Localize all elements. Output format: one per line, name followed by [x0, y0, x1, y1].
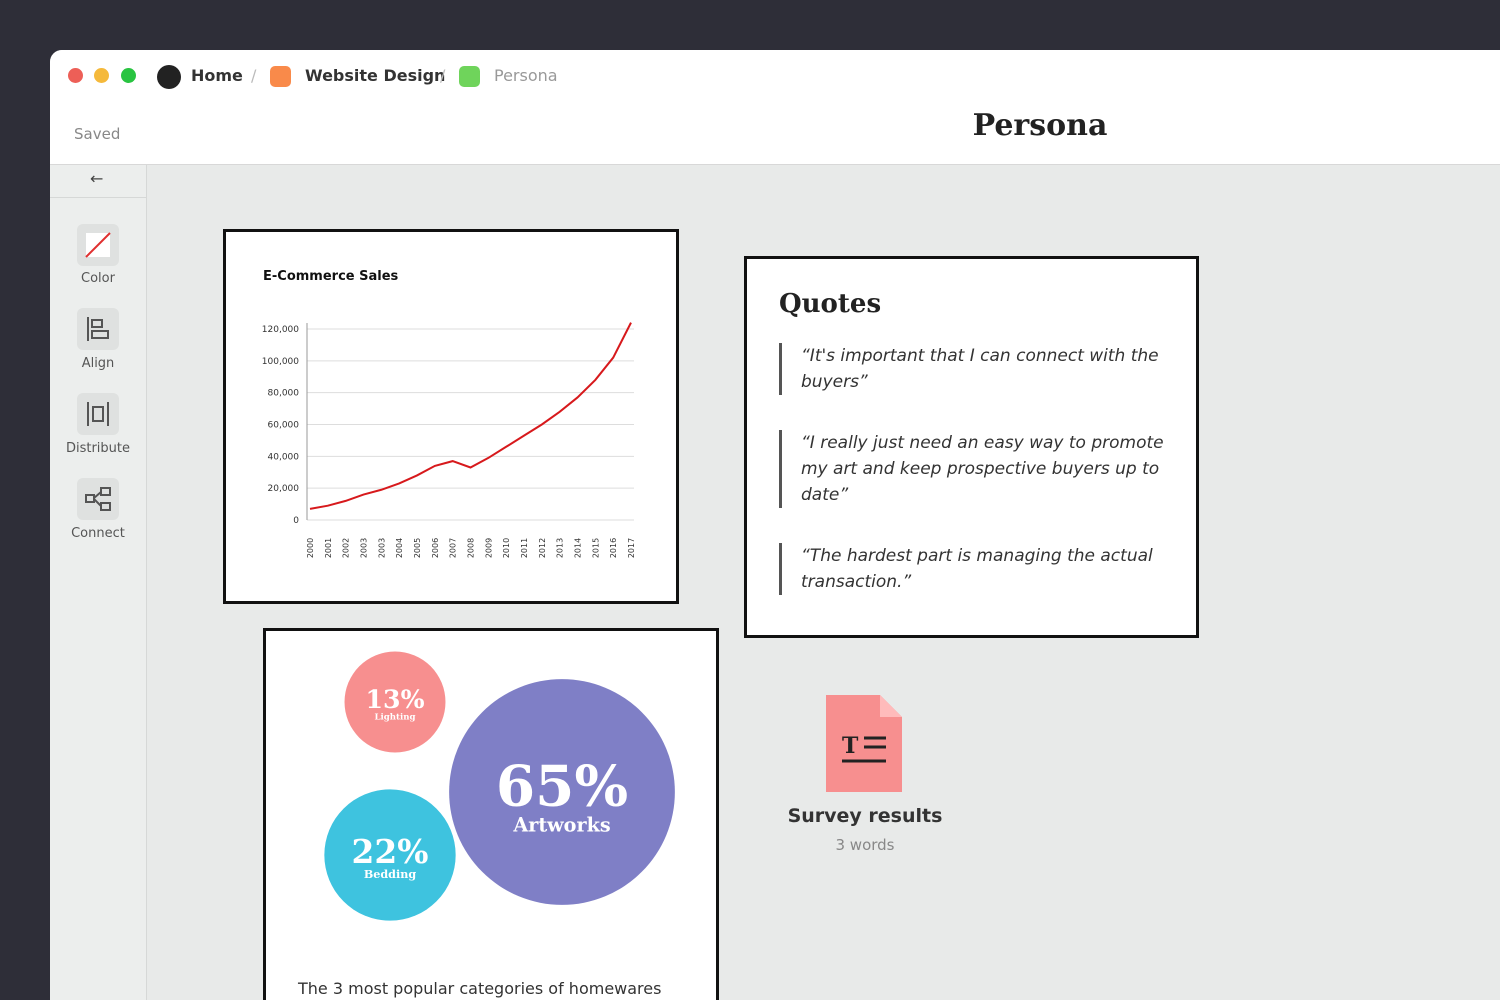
bubble — [344, 651, 446, 753]
x-tick-label: 2011 — [520, 538, 529, 558]
x-tick-label: 2008 — [467, 538, 476, 558]
x-tick-label: 2006 — [431, 538, 440, 558]
breadcrumb[interactable]: Persona — [494, 66, 558, 85]
x-tick-label: 2007 — [449, 538, 458, 558]
quote: “It's important that I can connect with … — [779, 343, 1181, 395]
x-tick-label: 2001 — [324, 538, 333, 558]
tool-label: Align — [81, 356, 115, 371]
x-tick-label: 2015 — [591, 538, 600, 558]
icon — [459, 66, 480, 87]
separator: / — [440, 66, 446, 85]
separator: / — [251, 66, 257, 85]
svg-text:T: T — [842, 733, 859, 759]
breadcrumb[interactable]: Home — [191, 66, 243, 85]
icon — [270, 66, 291, 87]
quote: “The hardest part is managing the actual… — [779, 543, 1181, 595]
y-tick-label: 120,000 — [262, 325, 299, 335]
x-tick-label: 2003 — [377, 538, 386, 558]
file-meta: 3 words — [835, 836, 895, 854]
file-icon[interactable]: T — [826, 695, 903, 793]
bubble — [324, 789, 456, 921]
header: Home / Website Design / Persona Saved Pe… — [50, 50, 1500, 165]
y-tick-label: 80,000 — [268, 389, 300, 399]
align-tool[interactable] — [77, 308, 119, 350]
chart-title: E-Commerce Sales — [263, 269, 399, 284]
bubble-value: 22% — [352, 832, 429, 871]
tool-label: Distribute — [65, 441, 131, 456]
x-tick-label: 2009 — [484, 538, 493, 558]
file-name: Survey results — [787, 805, 943, 827]
y-tick-label: 20,000 — [268, 484, 300, 494]
distribute-tool[interactable] — [77, 393, 119, 435]
close[interactable] — [68, 68, 83, 83]
bubble — [449, 679, 675, 905]
caption: The 3 most popular categories of homewar… — [298, 979, 662, 998]
bubble-value: 13% — [365, 684, 424, 714]
bubble-card[interactable]: 13% Lighting 65% Artworks 22% Bedding The 3 m… — [263, 628, 719, 1000]
y-tick-label: 100,000 — [262, 357, 299, 367]
bubble-label: Artworks — [512, 814, 610, 837]
app-window: Home / Website Design / Persona Saved Pe… — [50, 50, 1500, 1000]
breadcrumb[interactable]: Website Design — [305, 66, 446, 85]
x-tick-label: 2000 — [306, 538, 315, 558]
x-tick-label: 2010 — [502, 538, 511, 558]
card-title: Quotes — [779, 289, 882, 319]
bubble-chart: 13%Lighting 65%Artworks 22%Bedding — [324, 651, 675, 921]
x-tick-label: 2002 — [342, 538, 351, 558]
x-tick-label: 2014 — [574, 538, 583, 558]
back[interactable]: ← — [90, 169, 104, 188]
minimize[interactable] — [94, 68, 109, 83]
connect-tool[interactable] — [77, 478, 119, 520]
x-tick-label: 2013 — [556, 538, 565, 558]
bubble-label: Bedding — [364, 868, 416, 881]
x-tick-label: 2004 — [395, 538, 404, 558]
x-tick-label: 2005 — [413, 538, 422, 558]
title: Persona — [972, 108, 1108, 143]
y-tick-label: 60,000 — [268, 421, 300, 431]
quotes-card[interactable]: Quotes “It's important that I can connec… — [744, 256, 1199, 638]
color-tool[interactable] — [77, 224, 119, 266]
x-tick-label: 2016 — [609, 538, 618, 558]
logo — [157, 65, 181, 89]
status: Saved — [74, 125, 121, 143]
bubble-value: 65% — [496, 754, 628, 820]
line-chart: E-Commerce Sales 0 20,000 40,000 60,000 80,00… — [262, 269, 636, 558]
sidebar: ← Color Align Distribute Connect — [50, 165, 147, 1000]
quote: “I really just need an easy way to promo… — [779, 430, 1181, 508]
bubble-label: Lighting — [375, 713, 416, 723]
y-tick-label: 40,000 — [268, 452, 300, 462]
x-tick-label: 2017 — [627, 538, 636, 558]
line — [309, 322, 632, 510]
y-tick-label: 0 — [293, 516, 299, 526]
chart-card[interactable]: E-Commerce Sales 0 20,000 40,000 60,000 80,00… — [223, 229, 679, 604]
divider — [50, 197, 146, 198]
x-tick-label: 2003 — [360, 538, 369, 558]
tool-label: Connect — [71, 526, 125, 541]
x-tick-label: 2012 — [538, 538, 547, 558]
maximize[interactable] — [121, 68, 136, 83]
tool-label: Color — [81, 271, 115, 286]
